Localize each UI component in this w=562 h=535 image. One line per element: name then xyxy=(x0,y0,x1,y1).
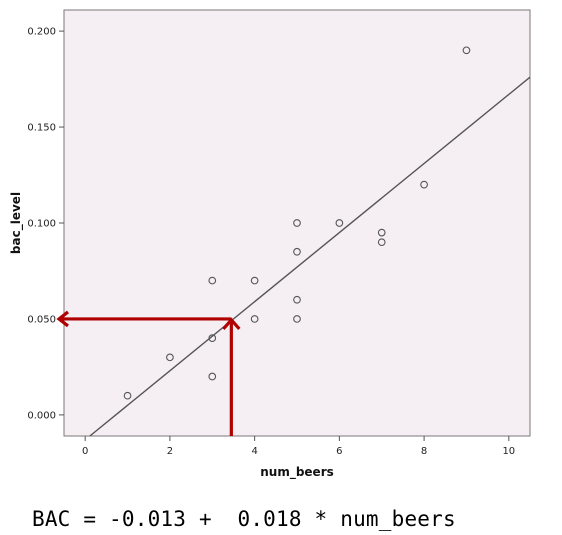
x-tick-label: 8 xyxy=(421,446,427,457)
x-tick-label: 6 xyxy=(336,446,342,457)
data-point xyxy=(166,353,174,362)
plot-area xyxy=(63,9,531,437)
data-point xyxy=(293,247,301,256)
data-point xyxy=(208,372,217,381)
x-axis-title: num_beers xyxy=(260,465,334,480)
data-point xyxy=(293,295,301,304)
data-points xyxy=(123,46,471,400)
data-point xyxy=(420,180,428,189)
y-tick-label: 0.050 xyxy=(27,314,56,325)
data-point xyxy=(250,315,259,323)
x-tick-label: 2 xyxy=(167,446,173,457)
prediction-arrows xyxy=(56,310,241,436)
data-point xyxy=(123,391,132,400)
x-tick-label: 10 xyxy=(502,446,515,457)
regression-line xyxy=(89,76,531,437)
y-tick-label: 0.000 xyxy=(27,410,56,421)
regression-equation: BAC = -0.013 + 0.018 * num_beers xyxy=(32,507,456,531)
y-tick-label: 0.200 xyxy=(27,27,56,38)
data-point xyxy=(208,276,217,285)
y-tick-label: 0.100 xyxy=(27,219,56,230)
data-point xyxy=(293,315,301,323)
data-point xyxy=(335,219,344,227)
y-axis-title: bac_level xyxy=(9,192,24,254)
data-point xyxy=(250,276,259,285)
y-tick-label: 0.150 xyxy=(27,123,56,134)
x-tick-label: 0 xyxy=(82,446,88,457)
x-axis-ticks: 0 2 4 6 8 10 xyxy=(82,436,515,457)
data-point xyxy=(377,238,386,247)
horizontal-arrow-head xyxy=(56,310,69,328)
scatter-chart: 0.000 0.050 0.100 0.150 0.200 0 2 4 6 8 10 num_be… xyxy=(9,9,531,480)
data-point xyxy=(462,46,471,55)
data-point xyxy=(293,219,301,227)
x-tick-label: 4 xyxy=(251,446,257,457)
data-point xyxy=(377,228,386,237)
data-point xyxy=(208,334,217,342)
y-axis-ticks: 0.000 0.050 0.100 0.150 0.200 xyxy=(27,27,64,421)
